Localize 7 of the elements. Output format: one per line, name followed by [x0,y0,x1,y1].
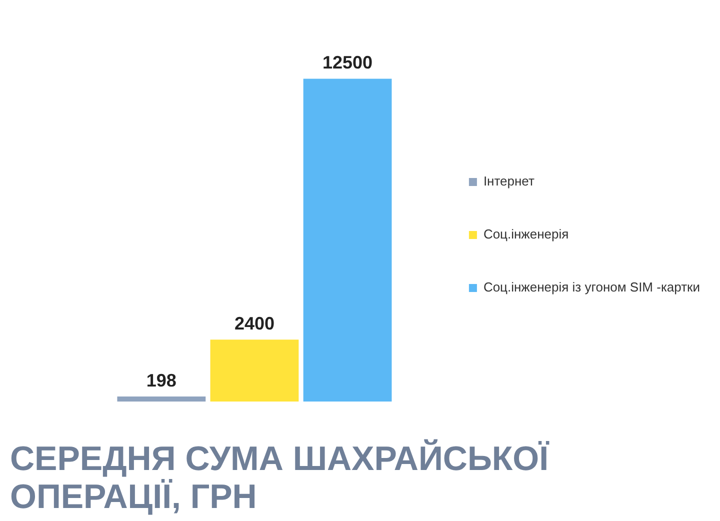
data-label: 12500 [322,52,373,73]
legend-label: Інтернет [483,174,534,189]
data-label: 198 [146,370,176,390]
legend-label: Соц.інженерія із угоном SIM -картки [483,280,700,295]
legend-label: Соц.інженерія [483,226,569,242]
data-label: 2400 [234,314,274,334]
text: СЕРЕДНЯ СУМА ШАХРАЙСЬКОЇ ОПЕРАЦІЇ, ГРН [10,440,550,516]
